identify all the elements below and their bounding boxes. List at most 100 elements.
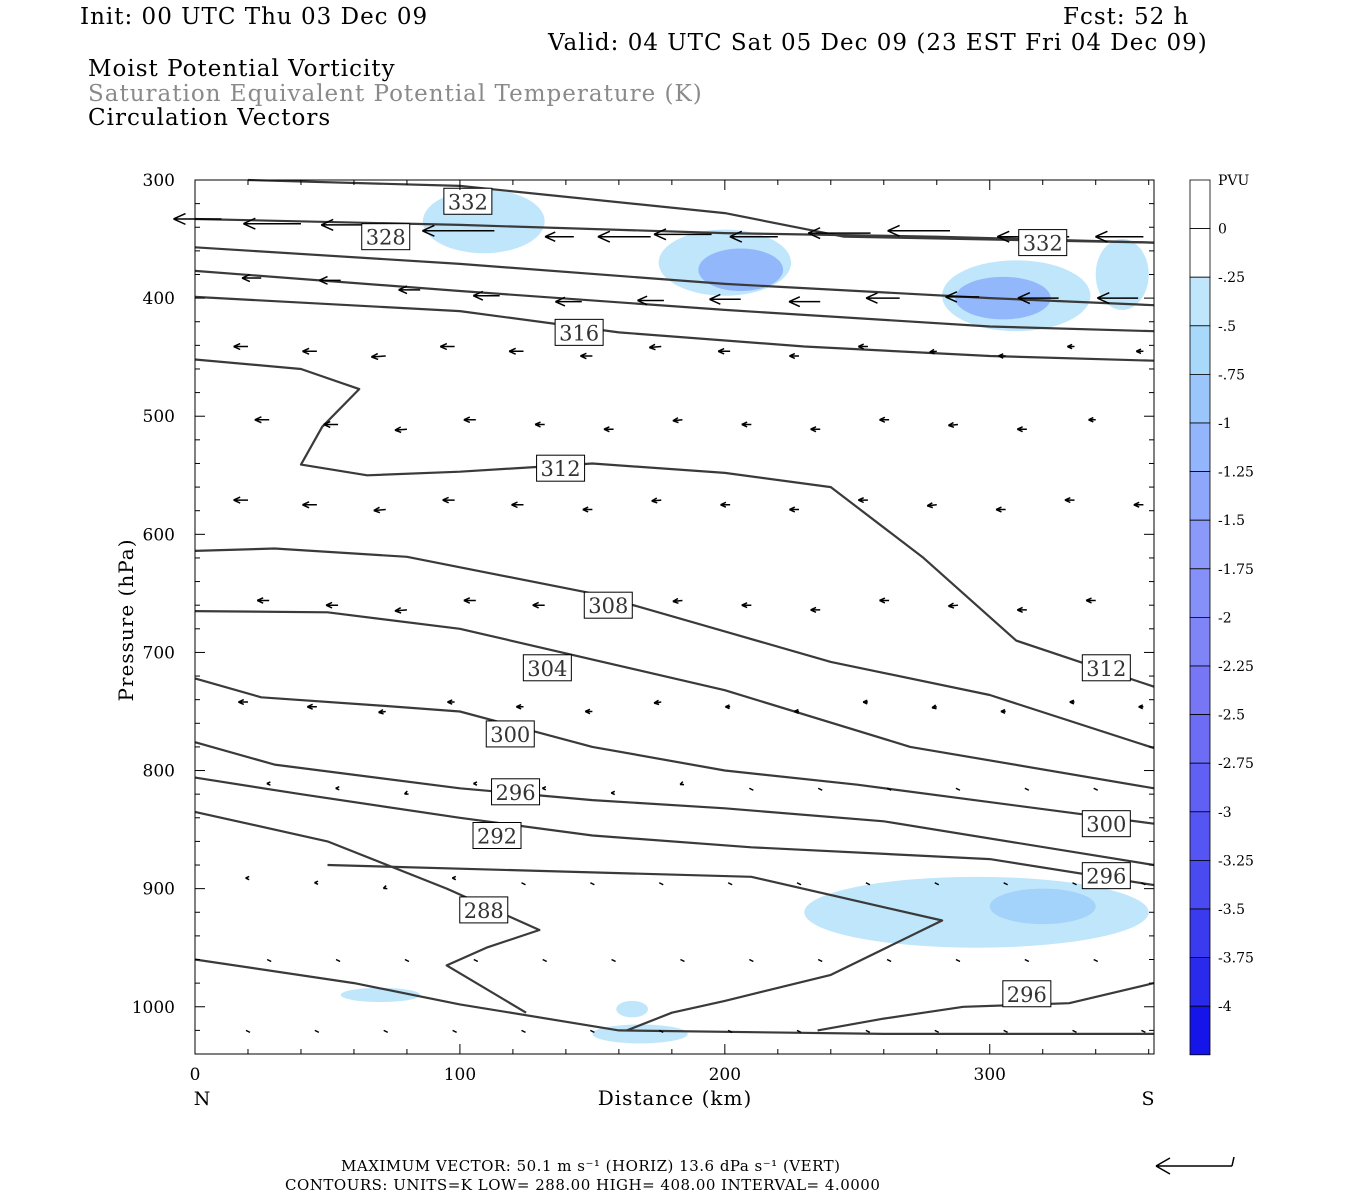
valid-time: Valid: 04 UTC Sat 05 Dec 09 (23 EST Fri … [548,30,1208,56]
colorbar-label: -1.75 [1218,562,1254,578]
circulation-vector [542,958,548,963]
circulation-vector [1093,787,1099,791]
circulation-vector [318,275,341,285]
theta-e-contour [247,178,1155,244]
pv-shade [616,1000,649,1018]
circulation-vector [709,293,741,305]
colorbar-label: -1.5 [1218,513,1245,529]
field-title-pv: Moist Potential Vorticity [88,56,396,82]
y-tick-label: 500 [143,407,175,427]
circulation-vector [817,787,823,791]
theta-e-contour [194,295,1155,362]
circulation-vector [370,352,386,361]
circulation-vector [521,882,526,886]
contour-label: 312 [541,457,581,481]
circulation-vector [335,785,340,791]
circulation-vector [508,347,524,355]
colorbar-label: -.5 [1218,319,1236,335]
circulation-vector [796,882,802,886]
colorbar-label: -3.25 [1218,853,1254,869]
circulation-vector [582,506,593,513]
theta-e-contour [194,677,1155,825]
pv-shading [340,189,1149,1044]
colorbar-cell [1189,957,1211,1007]
circulation-vector [463,597,476,604]
circulation-vector [955,787,961,791]
circulation-vector [451,875,457,881]
circulation-vector [1088,416,1096,423]
circulation-vector [879,416,890,423]
circulation-vector [1085,597,1096,604]
circulation-vector [947,421,959,429]
circulation-vector [325,601,339,609]
colorbar-cell [1189,811,1211,861]
colorbar-cell [1189,1005,1211,1056]
theta-e-contour [194,610,1155,790]
circulation-vector [998,353,1006,359]
circulation-vector [398,285,421,295]
contour-label: 292 [477,825,517,849]
x-tick-label: 300 [974,1065,1006,1085]
axes: 300 400 500 600 700 800 900 1000 0 100 200 300 N S [132,171,1155,1110]
circulation-vector [1024,958,1030,963]
contour-labels: 332 328 332 316 312 308 304 312 300 296 292 300 296 2… [361,187,1131,1008]
circulation-vector [238,698,248,706]
circulation-vector [1067,343,1075,350]
contour-label: 296 [1086,865,1126,889]
contour-label: 332 [1023,232,1063,256]
y-tick-label: 600 [143,525,175,545]
pv-shade [989,888,1096,925]
circulation-vector [926,502,937,509]
y-axis-title: Pressure (hPa) [114,539,138,702]
contour-label: 304 [527,657,567,681]
colorbar: PVU 0 -.25 -.5 -.75 -1 -1.25 -1.5 -1.75 -2 -2.25 -2… [1189,173,1254,1056]
x-tick-label: 200 [709,1065,741,1085]
north-label: N [194,1088,211,1110]
contour-label-box [554,318,604,346]
circulation-vector [472,290,500,301]
circulation-vector [817,958,823,963]
contour-label: 308 [588,594,628,618]
contour-label-box [459,896,509,924]
circulation-vector [335,958,341,963]
colorbar-label: -4 [1218,999,1232,1015]
circulation-vector [796,1029,802,1034]
circulation-vector [323,420,339,429]
pv-shade [1095,239,1149,310]
circulation-vector [611,958,616,963]
circulation-vector [473,781,478,786]
colorbar-cell [1189,519,1211,570]
contour-label: 316 [559,321,599,345]
field-title-vectors: Circulation Vectors [88,105,332,131]
circulation-vector [865,292,900,304]
y-tick-label: 700 [143,643,175,663]
circulation-vector [532,601,545,609]
colorbar-label: -1 [1218,416,1232,432]
theta-e-contour [194,547,1155,750]
circulation-vector [741,421,752,428]
theta-e-contour [194,776,1155,887]
circulation-vector [720,501,731,508]
circulation-vector [521,1029,526,1034]
circulation-vector [717,347,731,355]
circulation-vector [1095,230,1144,243]
colorbar-label: -1.25 [1218,465,1254,481]
circulation-vector [394,426,407,434]
contour-label-box [522,654,572,682]
circulation-vector [302,347,317,355]
circulation-vector [266,781,271,786]
contour-label-box [1081,654,1131,682]
circulation-vector [534,421,545,428]
x-tick-label: 100 [444,1065,476,1085]
colorbar-cell [1189,422,1211,472]
colorbar-label: 0 [1218,222,1227,238]
contour-label-box [443,187,493,215]
circulation-vector [404,958,410,963]
contour-label-box [485,720,535,748]
colorbar-label: -2.5 [1218,708,1245,724]
contour-label-box [472,822,522,849]
circulation-vector [1017,292,1059,305]
circulation-vector [245,1029,251,1034]
circulation-vector [887,224,951,237]
circulation-vector [727,882,733,886]
